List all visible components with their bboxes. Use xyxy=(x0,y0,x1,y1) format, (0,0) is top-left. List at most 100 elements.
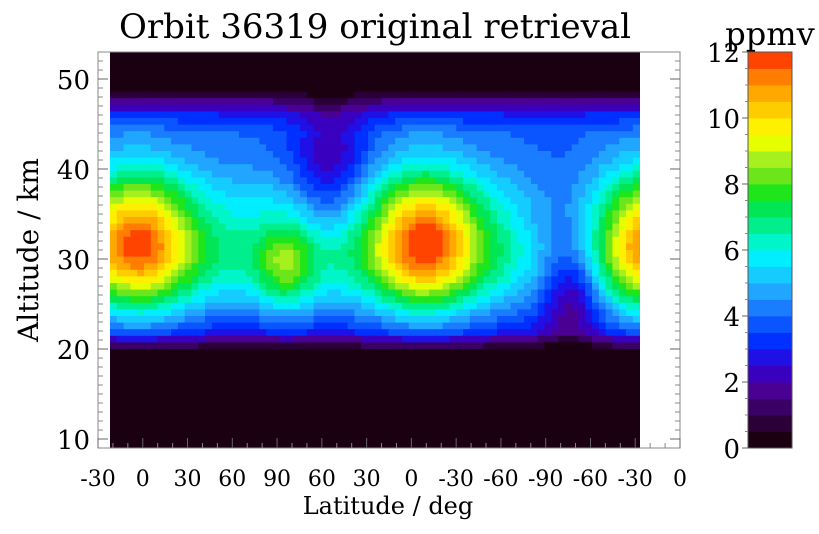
heatmap-cell xyxy=(571,434,580,442)
heatmap-cell xyxy=(374,395,383,403)
heatmap-cell xyxy=(157,322,165,330)
heatmap-cell xyxy=(456,269,464,277)
heatmap-cell xyxy=(327,382,335,390)
colorbar-swatch xyxy=(748,134,792,152)
heatmap-cell xyxy=(184,428,193,436)
heatmap-cell xyxy=(483,362,491,370)
heatmap-cell xyxy=(537,210,546,218)
heatmap-cell xyxy=(137,375,145,383)
heatmap-cell xyxy=(361,71,369,79)
heatmap-cell xyxy=(558,52,566,60)
heatmap-cell xyxy=(211,157,220,165)
heatmap-cell xyxy=(388,316,396,324)
heatmap-cell xyxy=(123,184,131,192)
heatmap-cell xyxy=(469,395,478,403)
heatmap-cell xyxy=(510,217,518,225)
heatmap-cell xyxy=(646,78,653,85)
heatmap-cell xyxy=(123,329,131,337)
heatmap-cell xyxy=(279,302,288,310)
heatmap-cell xyxy=(232,170,240,178)
heatmap-cell xyxy=(639,329,640,337)
heatmap-cell xyxy=(293,184,301,192)
heatmap-cell xyxy=(150,124,159,132)
heatmap-cell xyxy=(517,388,525,396)
heatmap-cell xyxy=(110,302,118,310)
heatmap-cell xyxy=(381,342,389,350)
heatmap-cell xyxy=(381,65,389,73)
heatmap-cell xyxy=(558,415,566,423)
heatmap-cell xyxy=(564,230,573,238)
heatmap-cell xyxy=(130,131,138,139)
heatmap-cell xyxy=(259,428,267,436)
heatmap-cell xyxy=(347,170,356,178)
heatmap-cell xyxy=(361,375,369,383)
heatmap-cell xyxy=(245,157,254,165)
heatmap-cell xyxy=(177,342,186,350)
heatmap-cell xyxy=(537,131,546,139)
heatmap-cell xyxy=(327,316,335,324)
heatmap-cell xyxy=(361,368,369,376)
heatmap-cell xyxy=(639,118,640,126)
heatmap-cell xyxy=(592,368,600,376)
heatmap-cell xyxy=(442,177,451,185)
heatmap-cell xyxy=(123,78,131,86)
heatmap-cell xyxy=(422,329,430,337)
heatmap-cell xyxy=(239,104,247,112)
heatmap-cell xyxy=(503,197,512,205)
heatmap-cell xyxy=(605,434,613,442)
heatmap-cell xyxy=(171,395,179,403)
heatmap-cell xyxy=(123,217,131,225)
heatmap-cell xyxy=(517,441,525,448)
heatmap-cell xyxy=(415,223,423,231)
heatmap-cell xyxy=(306,335,315,343)
heatmap-cell xyxy=(625,263,634,271)
heatmap-cell xyxy=(293,421,301,429)
heatmap-cell xyxy=(252,157,260,165)
heatmap-cell xyxy=(646,65,653,72)
heatmap-cell xyxy=(157,210,165,218)
heatmap-cell xyxy=(205,197,213,205)
heatmap-cell xyxy=(619,65,627,73)
heatmap-cell xyxy=(340,296,349,304)
heatmap-cell xyxy=(374,382,383,390)
heatmap-cell xyxy=(401,269,410,277)
heatmap-cell xyxy=(632,230,640,238)
heatmap-cell xyxy=(327,91,335,99)
heatmap-cell xyxy=(449,434,457,442)
heatmap-cell xyxy=(313,104,322,112)
heatmap-cell xyxy=(306,157,315,165)
heatmap-cell xyxy=(211,223,220,231)
heatmap-cell xyxy=(171,355,179,363)
heatmap-cell xyxy=(347,296,356,304)
heatmap-cell xyxy=(578,388,586,396)
heatmap-cell xyxy=(496,296,505,304)
heatmap-cell xyxy=(320,144,328,152)
heatmap-cell xyxy=(517,434,525,442)
heatmap-cell xyxy=(524,217,532,225)
heatmap-cell xyxy=(551,434,559,442)
heatmap-cell xyxy=(605,382,613,390)
heatmap-cell xyxy=(300,441,308,448)
heatmap-cell xyxy=(592,428,600,436)
heatmap-cell xyxy=(619,131,627,139)
heatmap-cell xyxy=(388,283,396,291)
heatmap-cell xyxy=(551,243,559,251)
heatmap-cell xyxy=(272,382,281,390)
heatmap-cell xyxy=(564,342,573,350)
heatmap-cell xyxy=(306,415,315,423)
heatmap-cell xyxy=(211,197,220,205)
heatmap-cell xyxy=(171,421,179,429)
heatmap-cell xyxy=(293,85,301,93)
heatmap-cell xyxy=(571,144,580,152)
colorbar-tick-label: 10 xyxy=(707,105,740,135)
heatmap-cell xyxy=(218,71,227,79)
heatmap-cell xyxy=(211,269,220,277)
heatmap-cell xyxy=(571,78,580,86)
heatmap-cell xyxy=(245,263,254,271)
heatmap-cell xyxy=(198,177,206,185)
heatmap-cell xyxy=(137,408,145,416)
heatmap-cell xyxy=(585,164,593,172)
heatmap-cell xyxy=(184,335,193,343)
heatmap-cell xyxy=(395,71,403,79)
heatmap-cell xyxy=(395,302,403,310)
